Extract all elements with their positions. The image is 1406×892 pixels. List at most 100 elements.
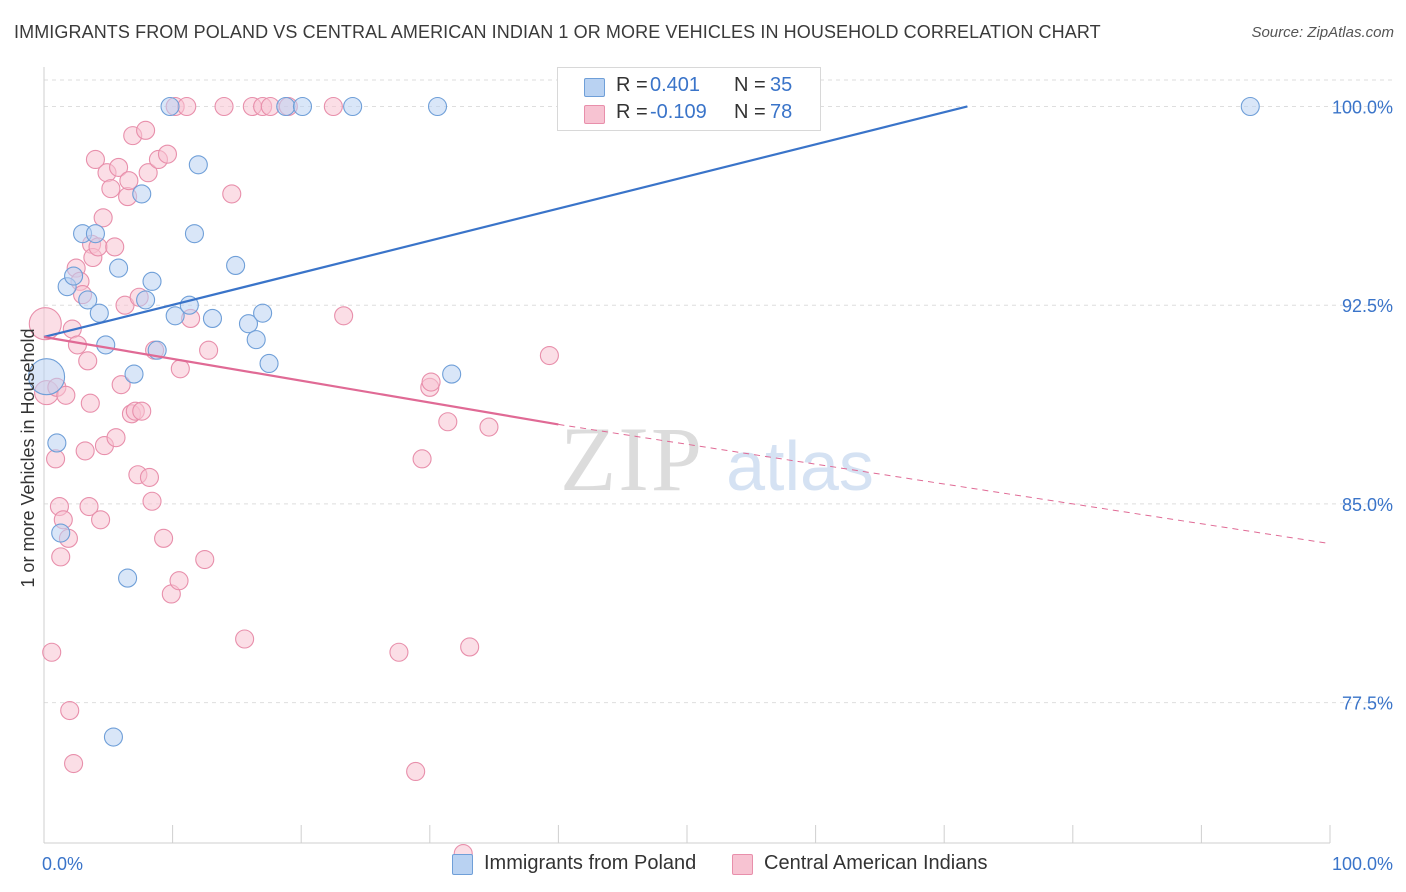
central-american-point — [132, 401, 152, 421]
poland-point — [238, 314, 259, 334]
poland-point — [202, 308, 223, 328]
data-points — [28, 96, 1260, 864]
central-american-point — [46, 449, 66, 469]
poland-point — [226, 255, 246, 276]
stats-legend: R = 0.401 N = 35 R = -0.109 N = 78 — [557, 67, 821, 131]
legend-n-value: 35 — [770, 74, 793, 96]
central-american-point — [412, 449, 432, 469]
central-american-point — [75, 441, 95, 461]
central-american-point — [101, 179, 121, 199]
watermark-zip: ZIP — [560, 408, 704, 510]
x-tick-label: 100.0% — [1332, 854, 1393, 874]
watermark-atlas: atlas — [726, 427, 874, 505]
watermark: ZIP atlas — [560, 408, 874, 510]
central-american-point — [106, 428, 126, 448]
poland-point — [64, 266, 84, 286]
y-tick-label: 92.5% — [1342, 296, 1393, 316]
legend-swatch-pink — [732, 854, 753, 875]
central-american-point — [195, 549, 215, 570]
central-american-point — [138, 163, 158, 183]
legend-r-value: 0.401 — [650, 74, 701, 96]
central-american-point — [105, 237, 125, 257]
poland-point — [142, 271, 162, 291]
poland-point — [132, 184, 152, 204]
poland-point — [246, 330, 266, 350]
poland-point — [136, 290, 156, 310]
central-american-point — [60, 700, 80, 721]
central-american-point — [214, 96, 234, 117]
central-american-point — [64, 753, 84, 774]
central-american-point — [111, 375, 131, 395]
poland-point — [28, 358, 66, 396]
central-american-point — [169, 571, 189, 591]
legend-n-label: N = — [734, 101, 766, 123]
central-american-point — [79, 496, 99, 517]
central-american-point — [80, 393, 100, 413]
central-american-point — [154, 528, 174, 548]
legend-row-poland: R = 0.401 N = 35 — [558, 74, 820, 100]
poland-point — [85, 224, 105, 244]
poland-point — [89, 303, 109, 323]
central-american-point — [222, 184, 242, 204]
source-label: Source: ZipAtlas.com — [1251, 24, 1394, 41]
central-american-point — [142, 491, 162, 511]
central-american-point — [438, 412, 458, 432]
poland-point — [259, 353, 279, 374]
central-american-point — [93, 208, 113, 228]
central-american-point — [136, 120, 156, 140]
central-american-point — [157, 144, 178, 164]
legend-swatch-blue — [584, 78, 605, 97]
poland-point — [51, 523, 71, 543]
central-american-point — [421, 372, 441, 392]
poland-trend-line — [43, 105, 968, 339]
central-american-point — [42, 642, 62, 662]
central-american-point — [323, 96, 343, 117]
legend-label-central-american: Central American Indians — [764, 852, 988, 874]
central-american-point — [139, 467, 160, 487]
poland-point — [292, 96, 313, 117]
poland-point — [160, 96, 180, 117]
central-american-point — [91, 510, 111, 530]
legend-r-value: -0.109 — [650, 101, 707, 123]
poland-point — [253, 303, 273, 323]
central-american-point — [78, 351, 98, 371]
poland-point — [96, 335, 116, 355]
central-american-trend-extension — [558, 423, 1331, 545]
axes — [43, 67, 1331, 844]
trend-lines — [43, 105, 1331, 545]
central-american-trend-line — [43, 335, 559, 426]
poland-point — [165, 306, 185, 326]
poland-point — [343, 96, 363, 117]
central-american-point — [28, 307, 62, 341]
central-american-point — [539, 345, 559, 366]
y-tick-label: 100.0% — [1332, 97, 1393, 117]
poland-point — [442, 364, 462, 384]
series-legend: Immigrants from Poland Central American … — [0, 852, 1406, 878]
legend-row-central-american: R = -0.109 N = 78 — [558, 101, 820, 127]
central-american-point — [85, 149, 105, 170]
legend-swatch-blue — [452, 854, 473, 875]
axis-labels: 100.0% 92.5% 85.0% 77.5% 0.0% 100.0% 1 or more… — [18, 97, 1393, 874]
legend-n-value: 78 — [770, 101, 793, 123]
poland-point — [276, 96, 296, 117]
central-american-point — [109, 157, 129, 177]
poland-point — [184, 224, 205, 244]
central-american-point — [389, 642, 409, 662]
central-american-point — [406, 761, 426, 782]
central-american-point — [51, 547, 71, 567]
central-american-point — [177, 96, 197, 117]
legend-label-poland: Immigrants from Poland — [484, 852, 697, 874]
poland-point — [1240, 96, 1260, 117]
legend-r-label: R = — [616, 74, 648, 96]
central-american-point — [334, 306, 354, 326]
y-tick-label: 85.0% — [1342, 495, 1393, 515]
poland-point — [78, 290, 98, 310]
poland-point — [124, 364, 144, 384]
central-american-point — [170, 359, 190, 379]
gridlines — [44, 79, 1395, 704]
central-american-point — [67, 335, 87, 355]
central-american-point — [235, 629, 255, 649]
chart-title: IMMIGRANTS FROM POLAND VS CENTRAL AMERIC… — [14, 22, 1101, 42]
poland-point — [118, 568, 138, 588]
